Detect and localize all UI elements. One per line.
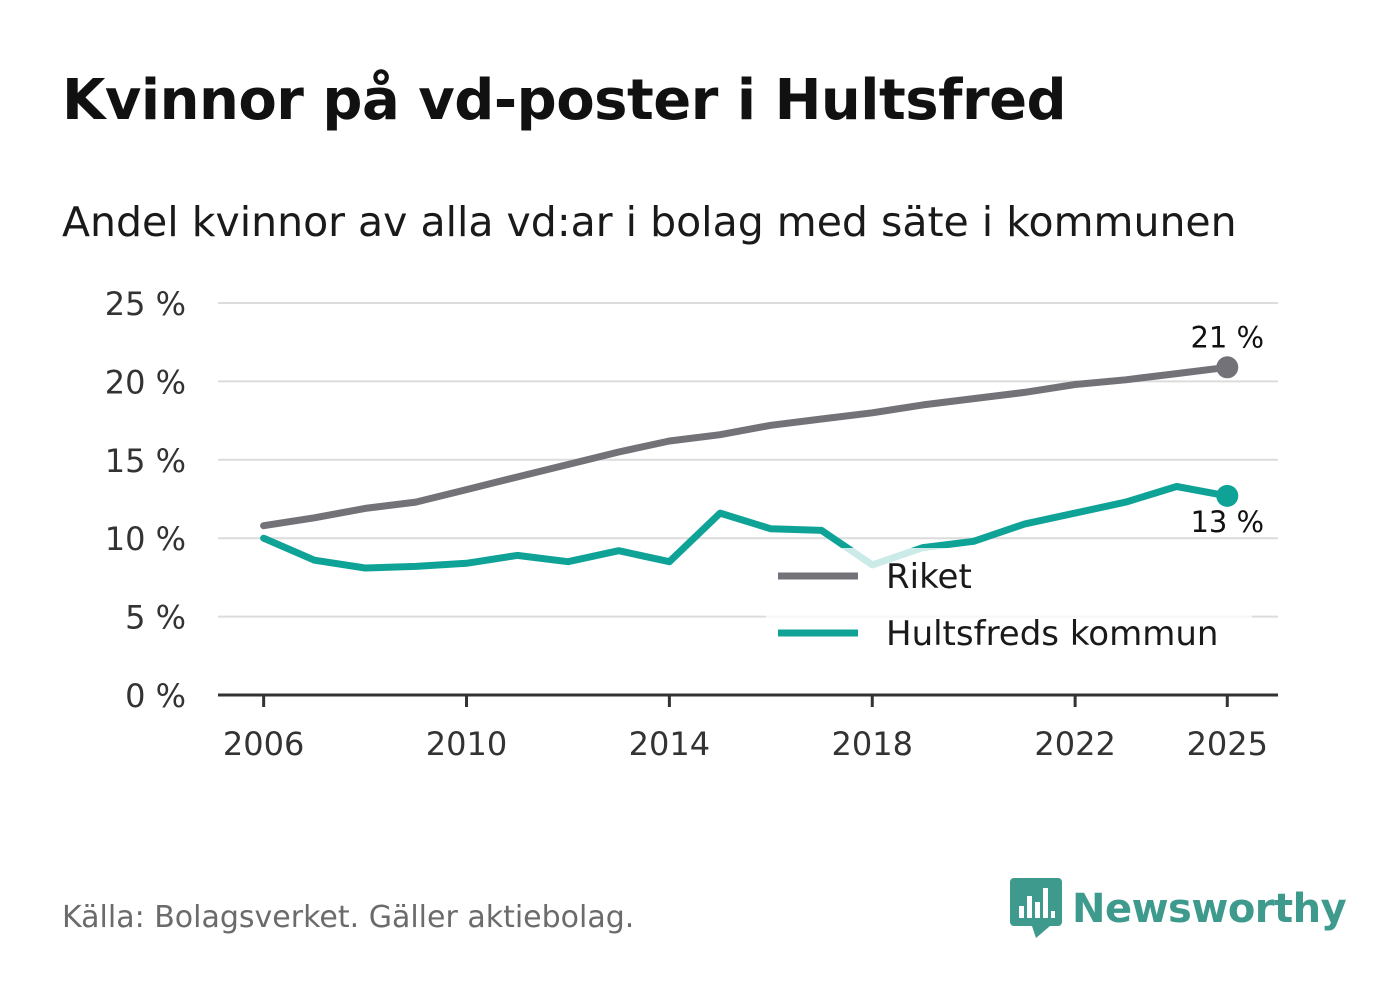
- series-end-marker-0: [1216, 356, 1239, 379]
- legend: Riket Hultsfreds kommun: [766, 548, 1252, 666]
- legend-label-0: Riket: [886, 557, 972, 597]
- end-value-label-0: 21 %: [1190, 320, 1264, 354]
- series-line-0: [260, 363, 1231, 530]
- series-end-marker-1: [1216, 484, 1239, 507]
- legend-background: [766, 548, 1252, 666]
- x-tick-label: 2018: [832, 725, 913, 763]
- y-tick-label: 10 %: [105, 520, 186, 558]
- brand-name: Newsworthy: [1072, 886, 1347, 932]
- end-labels: 21 % 13 %: [1187, 317, 1267, 542]
- x-tick-label: 2025: [1187, 725, 1268, 763]
- series-line-1: [260, 483, 1231, 572]
- chart-subtitle: Andel kvinnor av alla vd:ar i bolag med …: [62, 198, 1237, 246]
- end-value-label-1: 13 %: [1190, 505, 1264, 539]
- brand-logo: Newsworthy: [1010, 878, 1347, 940]
- x-tick-label: 2010: [426, 725, 507, 763]
- source-note: Källa: Bolagsverket. Gäller aktiebolag.: [62, 900, 635, 935]
- y-tick-label: 25 %: [105, 285, 186, 323]
- y-tick-label: 15 %: [105, 442, 186, 480]
- x-tick-label: 2006: [223, 725, 304, 763]
- x-axis: 2006 2010 2014 2018 2022 2025: [218, 693, 1278, 763]
- y-tick-label: 5 %: [125, 599, 186, 637]
- bar-chart-speech-bubble-icon: [1010, 878, 1062, 938]
- y-axis-tick-labels: 0 % 5 % 10 % 15 % 20 % 25 %: [105, 285, 186, 715]
- legend-label-1: Hultsfreds kommun: [886, 614, 1218, 654]
- chart-title: Kvinnor på vd-poster i Hultsfred: [62, 68, 1067, 133]
- y-tick-label: 20 %: [105, 363, 186, 401]
- line-chart: 0 % 5 % 10 % 15 % 20 % 25 % Riket Hultsfreds k…: [105, 285, 1278, 763]
- series-lines: [260, 356, 1239, 572]
- x-tick-label: 2022: [1034, 725, 1115, 763]
- x-tick-label: 2014: [629, 725, 710, 763]
- y-tick-label: 0 %: [125, 677, 186, 715]
